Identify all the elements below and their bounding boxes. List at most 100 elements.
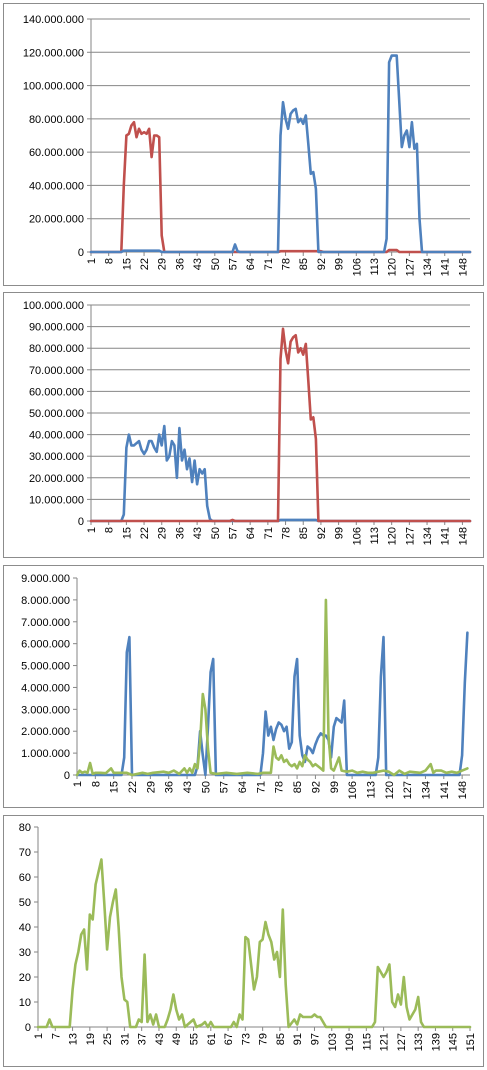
x-tick-label: 78 [281, 527, 293, 539]
y-tick-label: 3.000.000 [21, 704, 70, 716]
x-tick-label: 15 [121, 527, 133, 539]
x-tick-label: 67 [223, 1033, 235, 1045]
x-tick-label: 13 [68, 1033, 80, 1045]
x-tick-label: 148 [457, 527, 469, 545]
y-tick-label: 40.000.000 [29, 430, 84, 442]
y-tick-label: 30.000.000 [29, 451, 84, 463]
x-tick-label: 50 [210, 258, 222, 270]
x-tick-label: 71 [263, 258, 275, 270]
chart-svg: 0 20.000.000 40.000.000 60.000.000 80.000.00… [23, 14, 472, 276]
x-tick-label: 127 [402, 781, 414, 799]
x-tick-label: 29 [145, 781, 157, 793]
x-tick-label: 57 [227, 258, 239, 270]
x-tick-label: 57 [227, 527, 239, 539]
series-line-2 [89, 54, 472, 254]
x-tick-label: 22 [127, 781, 139, 793]
chart-2: 0 10.000.000 20.000.000 30.000.000 40.000.00… [3, 292, 484, 558]
y-tick-label: 4.000.000 [21, 682, 70, 694]
x-tick-label: 91 [292, 1033, 304, 1045]
x-tick-label: 113 [369, 527, 381, 545]
y-tick-label: 1.000.000 [21, 748, 70, 760]
x-tick-label: 64 [245, 258, 257, 270]
y-tick-label: 90.000.000 [29, 322, 84, 334]
x-tick-label: 148 [457, 258, 469, 276]
y-tick-label: 50.000.000 [29, 408, 84, 420]
x-tick-label: 141 [440, 527, 452, 545]
y-tick-label: 7.000.000 [21, 617, 70, 629]
x-tick-label: 127 [396, 1033, 408, 1051]
x-tick-label: 50 [210, 527, 222, 539]
x-tick-label: 85 [292, 781, 304, 793]
y-tick-label: 60.000.000 [29, 386, 84, 398]
x-tick-label: 141 [440, 258, 452, 276]
x-tick-label: 113 [365, 781, 377, 799]
y-tick-label: 10 [19, 997, 31, 1009]
series-line-1 [36, 858, 472, 1029]
x-tick-label: 139 [430, 1033, 442, 1051]
x-tick-label: 22 [139, 527, 151, 539]
x-tick-label: 151 [465, 1033, 477, 1051]
y-tick-label: 100.000.000 [23, 81, 84, 93]
x-tick-label: 109 [344, 1033, 356, 1051]
x-tick-label: 19 [85, 1033, 97, 1045]
x-tick-label: 43 [182, 781, 194, 793]
y-tick-label: 0 [25, 1022, 31, 1034]
x-tick-label: 106 [347, 781, 359, 799]
x-tick-label: 37 [137, 1033, 149, 1045]
chart-svg: 0 1.000.000 2.000.000 3.000.000 4.000.000 5.0… [21, 573, 470, 799]
x-tick-label: 145 [448, 1033, 460, 1051]
y-tick-label: 80.000.000 [29, 114, 84, 126]
y-tick-label: 10.000.000 [29, 494, 84, 506]
x-tick-label: 8 [104, 258, 116, 264]
x-tick-label: 106 [351, 258, 363, 276]
x-tick-label: 113 [369, 258, 381, 276]
y-tick-label: 20.000.000 [29, 214, 84, 226]
x-tick-label: 15 [121, 258, 133, 270]
y-tick-label: 50 [19, 897, 31, 909]
x-tick-label: 29 [157, 527, 169, 539]
x-tick-label: 43 [154, 1033, 166, 1045]
x-tick-label: 50 [200, 781, 212, 793]
x-tick-label: 43 [192, 527, 204, 539]
x-tick-label: 31 [119, 1033, 131, 1045]
x-tick-label: 8 [104, 527, 116, 533]
y-tick-label: 9.000.000 [21, 573, 70, 585]
x-tick-label: 1 [72, 781, 84, 787]
y-tick-label: 5.000.000 [21, 661, 70, 673]
series-line-2 [75, 598, 469, 777]
y-tick-label: 30 [19, 947, 31, 959]
x-tick-label: 8 [90, 781, 102, 787]
x-tick-label: 99 [329, 781, 341, 793]
y-tick-label: 40 [19, 922, 31, 934]
y-tick-label: 0 [78, 247, 84, 259]
x-tick-label: 92 [316, 527, 328, 539]
y-tick-label: 80 [19, 822, 31, 834]
x-tick-label: 49 [171, 1033, 183, 1045]
x-tick-label: 73 [240, 1033, 252, 1045]
x-tick-label: 25 [102, 1033, 114, 1045]
x-tick-label: 115 [361, 1033, 373, 1051]
x-tick-label: 1 [86, 527, 98, 533]
chart-svg: 0 10.000.000 20.000.000 30.000.000 40.000.00… [23, 300, 472, 545]
x-tick-label: 121 [379, 1033, 391, 1051]
x-tick-label: 1 [86, 258, 98, 264]
x-tick-label: 120 [387, 258, 399, 276]
x-tick-label: 36 [174, 258, 186, 270]
y-tick-label: 8.000.000 [21, 595, 70, 607]
x-tick-label: 92 [310, 781, 322, 793]
x-tick-label: 141 [439, 781, 451, 799]
y-tick-label: 20 [19, 972, 31, 984]
x-tick-label: 61 [206, 1033, 218, 1045]
x-tick-label: 36 [164, 781, 176, 793]
y-tick-label: 100.000.000 [23, 300, 84, 312]
y-tick-label: 0 [78, 516, 84, 528]
x-tick-label: 43 [192, 258, 204, 270]
x-tick-label: 148 [457, 781, 469, 799]
x-tick-label: 103 [327, 1033, 339, 1051]
chart-1: 0 20.000.000 40.000.000 60.000.000 80.000.00… [3, 3, 484, 286]
y-tick-label: 80.000.000 [29, 343, 84, 355]
x-tick-label: 85 [298, 258, 310, 270]
x-tick-label: 29 [157, 258, 169, 270]
y-tick-label: 40.000.000 [29, 180, 84, 192]
chart-svg: 0 10 20 30 40 50 60 70 80 1 7 13 19 25 31 37 43 49 55 61 67 7… [19, 822, 477, 1051]
